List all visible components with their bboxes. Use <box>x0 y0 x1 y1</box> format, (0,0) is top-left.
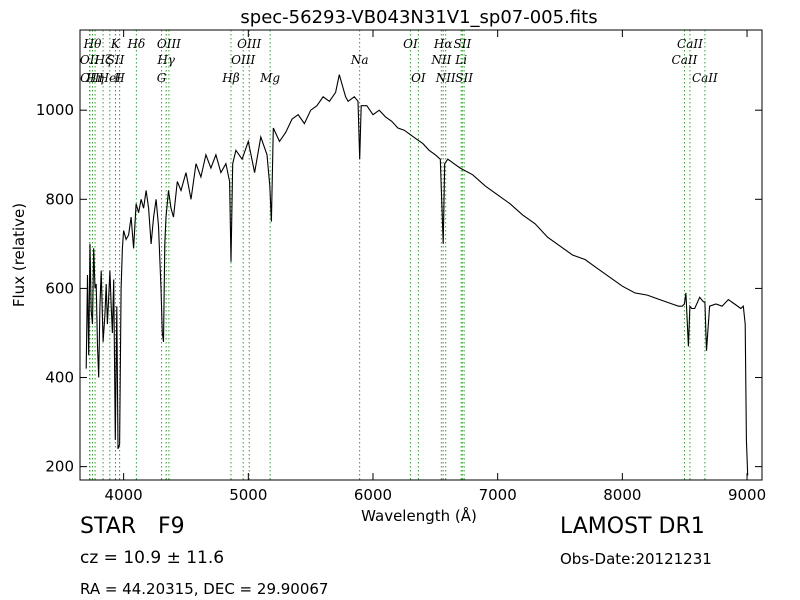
line-label-25: SII <box>455 71 473 85</box>
y-tick-label-3: 800 <box>45 190 74 208</box>
line-label-1: OII <box>80 71 100 85</box>
line-label-2: Hθ <box>83 37 102 51</box>
y-tick-label-0: 200 <box>45 458 74 476</box>
line-label-0: OII <box>80 53 100 67</box>
line-label-13: Hβ <box>221 71 239 85</box>
x-tick-label-1: 5000 <box>229 486 267 504</box>
line-label-11: Hγ <box>156 53 175 67</box>
line-label-20: NII <box>430 53 451 67</box>
line-label-9: Hδ <box>127 37 146 51</box>
line-label-4: Hζ <box>94 53 113 67</box>
survey-name: LAMOST DR1 <box>560 514 705 539</box>
object-class: STAR <box>80 514 137 539</box>
x-axis-ticks: 4000 5000 6000 7000 8000 9000 <box>105 30 766 504</box>
line-label-26: CaII <box>672 53 698 67</box>
line-label-10: G <box>157 71 167 85</box>
x-tick-label-0: 4000 <box>105 486 143 504</box>
line-label-27: CaII <box>677 37 703 51</box>
line-label-3: Hη <box>85 71 104 85</box>
x-axis-label: Wavelength (Å) <box>361 506 477 525</box>
chart-title: spec-56293-VB043N31V1_sp07-005.fits <box>240 7 597 28</box>
y-axis-ticks: 200 400 600 800 1000 <box>36 101 762 476</box>
spectrum-line <box>85 74 749 476</box>
x-tick-label-2: 6000 <box>354 486 392 504</box>
y-tick-label-2: 600 <box>45 279 74 297</box>
line-label-28: CaII <box>692 71 718 85</box>
x-tick-label-5: 9000 <box>728 486 766 504</box>
line-label-22: NII <box>435 71 456 85</box>
line-label-19: OI <box>411 71 426 85</box>
line-label-18: OI <box>403 37 418 51</box>
line-label-6: K <box>110 37 121 51</box>
observation-date: Obs-Date:20121231 <box>560 550 712 568</box>
line-label-21: Hα <box>433 37 453 51</box>
line-label-23: Li <box>454 53 467 67</box>
line-label-8: H <box>113 71 125 85</box>
coordinates-text: RA = 44.20315, DEC = 29.90067 <box>80 580 329 598</box>
redshift-text: cz = 10.9 ± 11.6 <box>80 548 225 568</box>
line-label-5: HeI <box>98 71 122 85</box>
y-tick-label-4: 1000 <box>36 101 74 119</box>
x-tick-label-3: 7000 <box>479 486 517 504</box>
line-label-15: OIII <box>237 37 261 51</box>
y-tick-label-1: 400 <box>45 369 74 387</box>
plot-frame <box>79 29 763 481</box>
spectral-line-labels: OII OII Hθ Hη Hζ HeI K SII H Hδ G Hγ OIII Hβ OIII OIII M… <box>80 37 718 85</box>
x-tick-label-4: 8000 <box>603 486 641 504</box>
spectral-line-markers <box>89 30 706 480</box>
line-label-16: Mg <box>259 71 280 85</box>
line-label-12: OIII <box>157 37 181 51</box>
line-label-7: SII <box>107 53 125 67</box>
line-label-24: SII <box>454 37 472 51</box>
line-label-14: OIII <box>231 53 255 67</box>
line-label-17: Na <box>350 53 369 67</box>
object-class-line: STAR F9 <box>80 514 185 539</box>
y-axis-label: Flux (relative) <box>10 203 28 307</box>
object-subclass: F9 <box>158 514 185 539</box>
